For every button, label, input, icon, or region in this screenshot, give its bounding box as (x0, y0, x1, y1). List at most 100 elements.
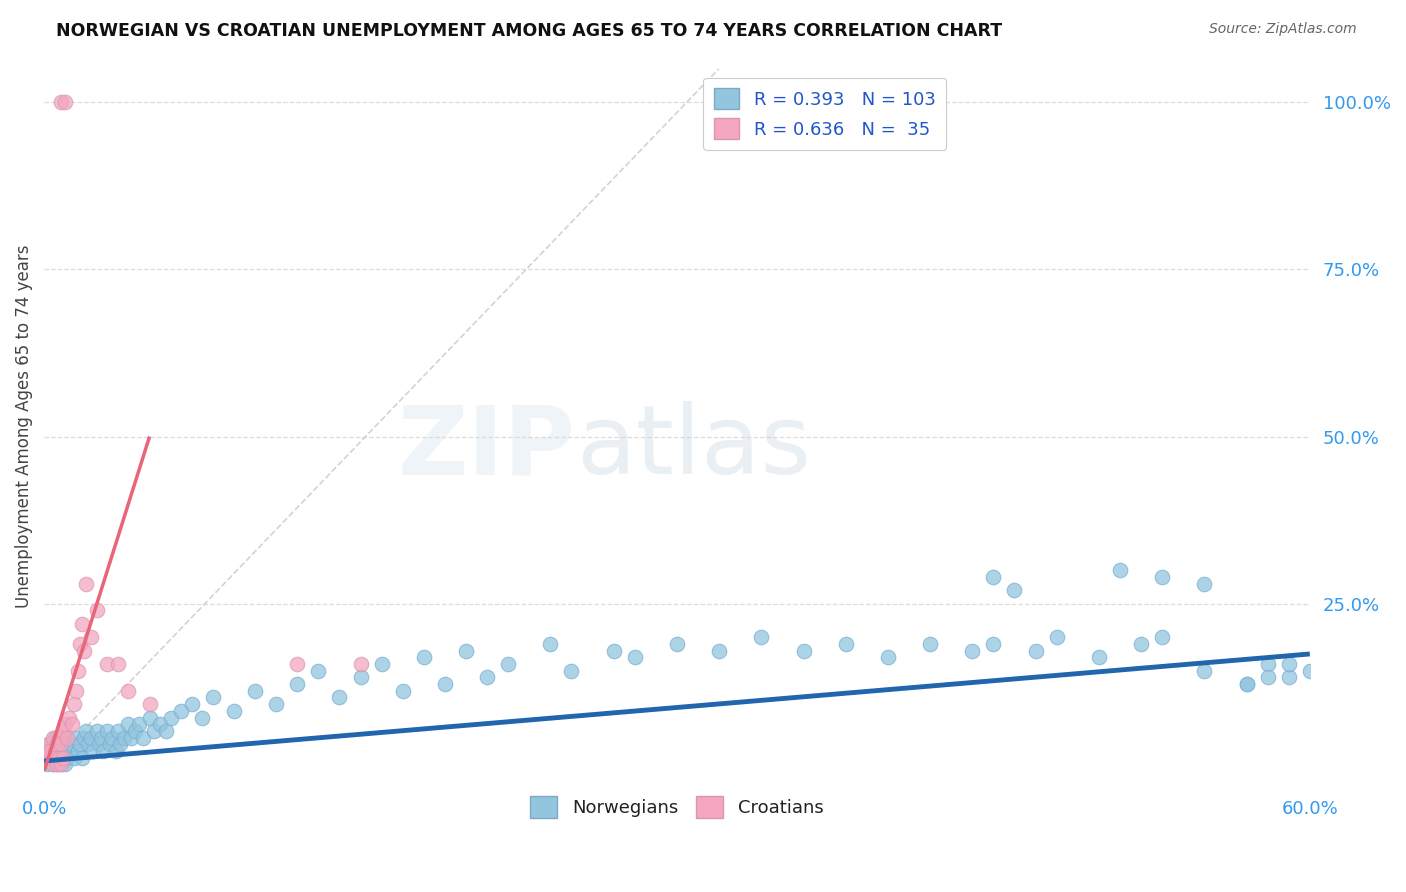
Point (1236, 677, 1258, 691)
Point (77, 737, 100, 751)
Point (60, 717, 83, 731)
Point (112, 731, 135, 745)
Point (391, 683, 413, 698)
Point (73, 731, 96, 745)
Point (45, 737, 67, 751)
Point (73, 643, 96, 657)
Point (962, 643, 984, 657)
Point (69, 637, 91, 651)
Point (108, 737, 131, 751)
Point (35, 750, 58, 764)
Point (44, 744, 66, 758)
Point (243, 683, 266, 698)
Point (1088, 650, 1111, 665)
Point (128, 717, 150, 731)
Point (35, 744, 58, 758)
Point (170, 704, 193, 718)
Point (45, 737, 67, 751)
Point (49, 737, 72, 751)
Point (1130, 637, 1153, 651)
Point (749, 630, 772, 644)
Point (1236, 677, 1258, 691)
Point (623, 650, 645, 665)
Text: Source: ZipAtlas.com: Source: ZipAtlas.com (1209, 22, 1357, 37)
Point (91, 744, 114, 758)
Point (191, 710, 214, 724)
Point (56, 731, 79, 745)
Point (75, 723, 97, 738)
Point (53, 757, 76, 772)
Point (96, 723, 118, 738)
Point (79, 731, 101, 745)
Point (48, 744, 70, 758)
Point (53, 731, 76, 745)
Point (70, 750, 93, 764)
Point (496, 657, 519, 671)
Point (41, 744, 63, 758)
Point (87, 737, 110, 751)
Point (41, 757, 63, 772)
Point (370, 657, 392, 671)
Point (180, 697, 202, 711)
Point (707, 643, 730, 657)
Point (90, 731, 112, 745)
Point (285, 657, 308, 671)
Point (138, 697, 160, 711)
Point (66, 664, 89, 678)
Point (138, 710, 160, 724)
Point (79, 630, 101, 644)
Point (560, 664, 582, 678)
Point (70, 616, 93, 631)
Point (307, 664, 329, 678)
Point (56, 737, 79, 751)
Point (39, 737, 62, 751)
Point (349, 657, 371, 671)
Point (65, 683, 87, 698)
Point (39, 744, 62, 758)
Point (53, 95, 76, 109)
Point (222, 704, 245, 718)
Text: ZIP: ZIP (398, 401, 575, 494)
Point (433, 677, 456, 691)
Point (45, 757, 67, 772)
Point (62, 750, 84, 764)
Point (1194, 576, 1216, 591)
Point (100, 731, 122, 745)
Point (52, 723, 75, 738)
Point (82, 744, 104, 758)
Point (37, 750, 59, 764)
Point (69, 737, 91, 751)
Point (120, 731, 142, 745)
Point (1278, 657, 1301, 671)
Point (65, 731, 87, 745)
Point (49, 757, 72, 772)
Point (58, 710, 80, 724)
Point (124, 723, 146, 738)
Point (53, 717, 76, 731)
Point (475, 670, 498, 684)
Point (877, 650, 900, 665)
Point (117, 717, 139, 731)
Text: NORWEGIAN VS CROATIAN UNEMPLOYMENT AMONG AGES 65 TO 74 YEARS CORRELATION CHART: NORWEGIAN VS CROATIAN UNEMPLOYMENT AMONG… (56, 22, 1002, 40)
Point (1278, 670, 1301, 684)
Point (983, 570, 1005, 584)
Point (86, 723, 108, 738)
Point (86, 603, 108, 617)
Point (328, 690, 350, 705)
Point (1152, 570, 1174, 584)
Point (602, 643, 624, 657)
Point (39, 750, 62, 764)
Point (52, 750, 75, 764)
Point (835, 637, 858, 651)
Point (1152, 630, 1174, 644)
Legend: Norwegians, Croatians: Norwegians, Croatians (523, 789, 831, 825)
Point (41, 757, 63, 772)
Point (52, 744, 75, 758)
Point (149, 717, 172, 731)
Point (48, 750, 70, 764)
Point (44, 731, 66, 745)
Point (1257, 657, 1279, 671)
Point (349, 670, 371, 684)
Point (48, 750, 70, 764)
Point (1299, 664, 1322, 678)
